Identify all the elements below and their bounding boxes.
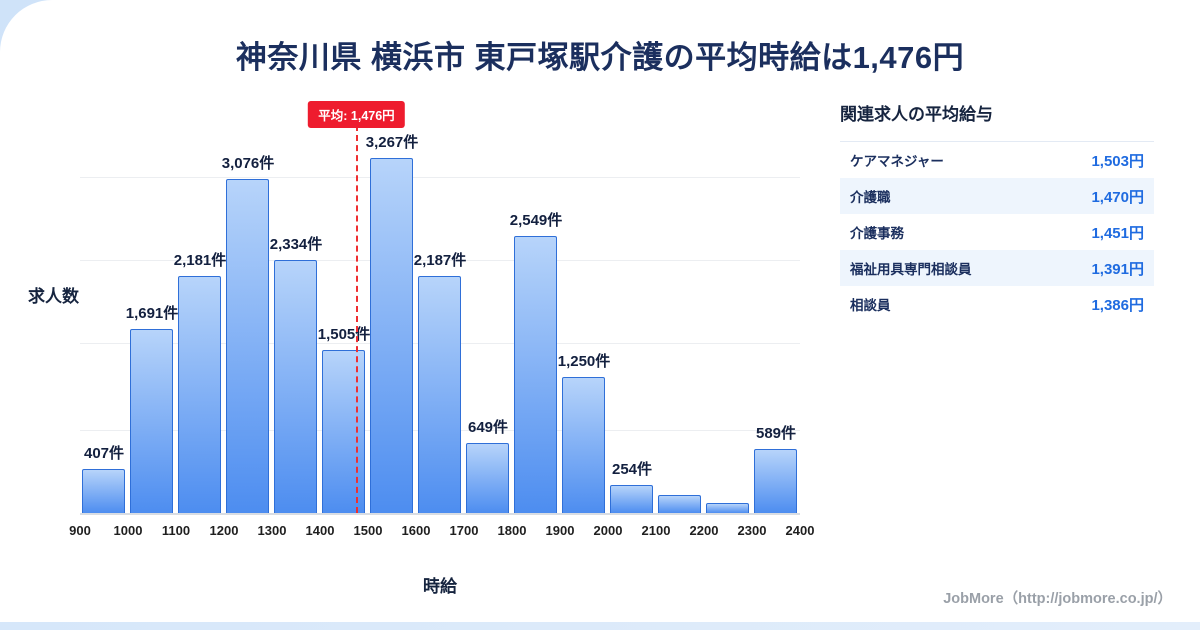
histogram-bar [754,449,797,513]
histogram-plot-area: 平均: 1,476円 407件 1,691件 2,181件 3,076件 2,334件 1… [80,101,800,515]
x-tick-label: 1800 [497,523,527,538]
job-title-label: 福祉用具専門相談員 [850,262,972,277]
bar-value-label: 1,250件 [557,353,611,371]
histogram-bar [562,377,605,513]
job-wage-value: 1,386円 [1091,296,1144,314]
job-wage-value: 1,451円 [1091,224,1144,242]
histogram-bar [274,259,317,513]
related-job-row: ケアマネジャー 1,503円 [840,142,1154,178]
y-axis-label: 求人数 [28,287,79,306]
bar-value-label: 2,181件 [173,252,227,270]
job-title-label: ケアマネジャー [850,154,944,169]
histogram-bar [130,329,173,513]
job-wage-value: 1,391円 [1091,260,1144,278]
related-jobs-panel: 関連求人の平均給与 ケアマネジャー 1,503円介護職 1,470円介護事務 1,45… [840,100,1154,322]
related-jobs-table: ケアマネジャー 1,503円介護職 1,470円介護事務 1,451円福祉用具専門相談… [840,141,1154,322]
job-wage-value: 1,470円 [1091,188,1144,206]
histogram-bar [706,503,749,513]
x-tick-label: 2200 [689,523,719,538]
x-tick-label: 1900 [545,523,575,538]
page-title: 神奈川県 横浜市 東戸塚駅介護の平均時給は1,476円 [235,40,965,75]
histogram-bar [466,442,509,513]
job-title-label: 介護職 [850,190,891,205]
histogram-bar [610,485,653,513]
bar-value-label: 2,187件 [413,251,467,269]
bar-value-label: 649件 [467,418,509,436]
x-tick-label: 1700 [449,523,479,538]
gridline [80,259,800,261]
related-job-row: 介護事務 1,451円 [840,214,1154,250]
histogram-bar [226,179,269,513]
histogram-bar [178,276,221,513]
x-tick-label: 2000 [593,523,623,538]
related-job-row: 福祉用具専門相談員 1,391円 [840,250,1154,286]
related-job-row: 介護職 1,470円 [840,178,1154,214]
x-tick-label: 900 [69,523,91,538]
bar-value-label: 2,334件 [269,235,323,253]
bar-value-label: 2,549件 [509,212,563,230]
x-tick-label: 1500 [353,523,383,538]
bar-value-label: 3,267件 [365,134,419,152]
x-tick-label: 2400 [785,523,815,538]
bar-value-label: 1,505件 [317,325,371,343]
x-tick-label: 1300 [257,523,287,538]
bar-value-label: 407件 [83,444,125,462]
x-tick-label: 1200 [209,523,239,538]
average-badge: 平均: 1,476円 [308,101,405,128]
job-title-label: 介護事務 [850,226,904,241]
x-tick-label: 1000 [113,523,143,538]
histogram-bar [658,494,701,513]
x-tick-label: 2300 [737,523,767,538]
histogram-bar [322,349,365,513]
x-tick-label: 1400 [305,523,335,538]
panel-title: 関連求人の平均給与 [840,105,993,124]
related-job-row: 相談員 1,386円 [840,286,1154,322]
x-axis-label: 時給 [423,577,457,596]
average-line-marker [356,125,359,513]
x-tick-label: 1600 [401,523,431,538]
footer-credit: JobMore（http://jobmore.co.jp/） [943,591,1172,607]
job-title-label: 相談員 [850,298,891,313]
gridline [80,176,800,178]
histogram-bar [82,468,125,513]
histogram-bar [418,275,461,513]
x-tick-label: 1100 [161,523,191,538]
histogram-bar [370,158,413,513]
bar-value-label: 589件 [755,425,797,443]
x-axis-ticks: 900 1000 1100 1200 1300 1400 1500 1600 1700 1800 1… [69,523,814,543]
bar-value-label: 1,691件 [125,305,179,323]
histogram-bar [514,236,557,513]
bar-value-label: 3,076件 [221,155,275,173]
job-wage-value: 1,503円 [1091,152,1144,170]
bar-value-label: 254件 [611,461,653,479]
x-tick-label: 2100 [641,523,671,538]
